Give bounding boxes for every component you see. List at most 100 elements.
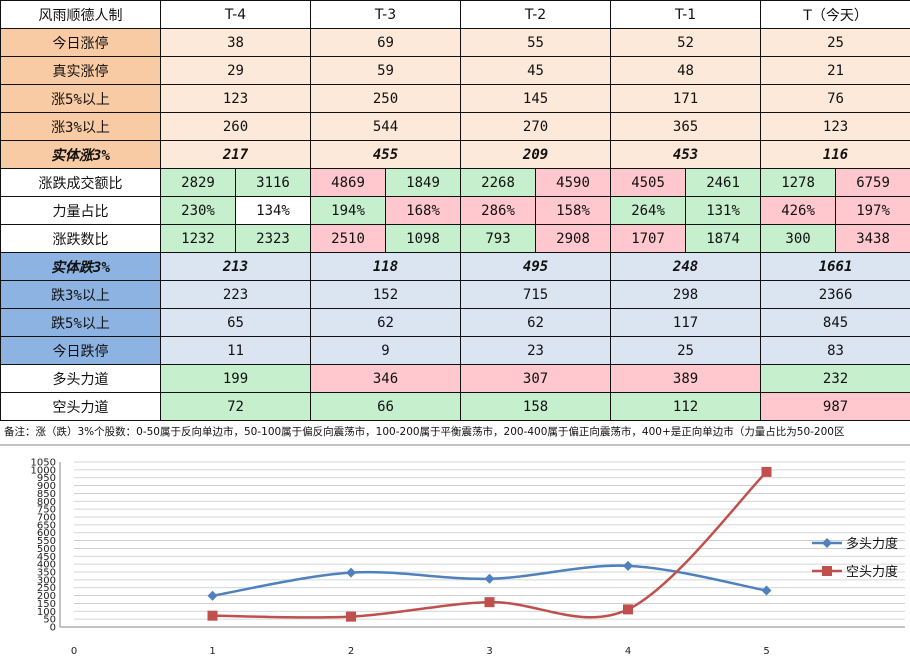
data-point [207, 590, 218, 601]
table-cell: 1874 [685, 224, 762, 253]
data-point [484, 597, 495, 608]
table-cell: 495 [460, 252, 612, 281]
y-tick-label: 250 [37, 583, 56, 594]
row-label: 今日涨停 [0, 28, 161, 57]
table-row: 力量占比 230% 134% 194% 168% 286% 158% 264% 131% 426%… [0, 196, 910, 225]
table-cell: 9 [310, 336, 462, 365]
table-row: 多头力道 199 346 307 389 232 [0, 364, 910, 393]
column-header: T-2 [460, 0, 612, 29]
y-tick-label: 950 [37, 473, 56, 484]
table-cell: 168% [385, 196, 462, 225]
table-cell: 270 [460, 112, 612, 141]
legend-marker [822, 538, 832, 548]
y-tick-label: 1050 [31, 458, 56, 469]
table-row: 涨跌数比 1232 2323 2510 1098 793 2908 1707 1874 300 34… [0, 224, 910, 253]
table-cell: 987 [760, 392, 910, 421]
table-row: 今日跌停 11 9 23 25 83 [0, 336, 910, 365]
y-tick-label: 1000 [31, 465, 56, 476]
table-cell: 2461 [685, 168, 762, 197]
y-tick-label: 500 [37, 544, 56, 555]
table-cell: 29 [159, 56, 312, 85]
table-row: 实体涨3% 217 455 209 453 116 [0, 140, 910, 169]
x-tick-label: 2 [348, 646, 354, 657]
table-cell: 197% [835, 196, 910, 225]
y-tick-label: 150 [37, 599, 56, 610]
y-tick-label: 350 [37, 568, 56, 579]
y-tick-label: 900 [37, 481, 56, 492]
table-cell: 213 [159, 252, 312, 281]
table-cell: 793 [460, 224, 537, 253]
table-cell: 171 [610, 84, 762, 113]
table-cell: 3438 [835, 224, 910, 253]
table-cell: 11 [159, 336, 312, 365]
table-cell: 123 [760, 112, 910, 141]
table-row: 跌3%以上 223 152 715 298 2366 [0, 280, 910, 309]
table-cell: 38 [159, 28, 312, 57]
column-header: T-1 [610, 0, 762, 29]
table-cell: 223 [159, 280, 312, 309]
table-row: 今日涨停 38 69 55 52 25 [0, 28, 910, 57]
table-cell: 217 [159, 140, 312, 169]
table-cell: 25 [610, 336, 762, 365]
y-tick-label: 800 [37, 497, 56, 508]
table-cell: 131% [685, 196, 762, 225]
table-cell: 1849 [385, 168, 462, 197]
y-tick-label: 750 [37, 505, 56, 516]
table-cell: 248 [610, 252, 762, 281]
table-cell: 426% [760, 196, 837, 225]
table-cell: 298 [610, 280, 762, 309]
table-cell: 845 [760, 308, 910, 337]
table-cell: 4505 [610, 168, 687, 197]
y-tick-label: 200 [37, 591, 56, 602]
row-label: 涨5%以上 [0, 84, 161, 113]
table-cell: 118 [310, 252, 462, 281]
table-cell: 112 [610, 392, 762, 421]
table-row: 跌5%以上 65 62 62 117 845 [0, 308, 910, 337]
table-cell: 2829 [160, 168, 236, 197]
table-cell: 365 [610, 112, 762, 141]
row-label: 跌3%以上 [0, 280, 161, 309]
note-text: 备注：涨（跌）3%个股数：0-50属于反向单边市，50-100属于偏反向震荡市，… [4, 426, 845, 438]
column-header: T（今天） [760, 0, 910, 29]
table-cell: 1098 [385, 224, 462, 253]
table-cell: 4590 [535, 168, 612, 197]
table-cell: 230% [160, 196, 236, 225]
table-cell: 117 [610, 308, 762, 337]
table-cell: 69 [310, 28, 462, 57]
table-row: 实体跌3% 213 118 495 248 1661 [0, 252, 910, 281]
column-header: T-4 [159, 0, 312, 29]
data-point [761, 585, 772, 596]
table-cell: 1232 [160, 224, 236, 253]
header-row: 风雨顺德人制 T-4 T-3 T-2 T-1 T（今天） [0, 0, 910, 29]
y-tick-label: 650 [37, 520, 56, 531]
data-point [623, 604, 633, 615]
row-label: 力量占比 [0, 196, 161, 225]
table-cell: 55 [460, 28, 612, 57]
row-label: 空头力道 [0, 392, 161, 421]
table-cell: 3116 [234, 168, 312, 197]
line-chart: 0501001502002503003504004505005506006507… [0, 444, 910, 657]
table-cell: 52 [610, 28, 762, 57]
row-label: 多头力道 [0, 364, 161, 393]
column-header: T-3 [310, 0, 462, 29]
table-cell: 66 [310, 392, 462, 421]
corner-title: 风雨顺德人制 [0, 0, 161, 29]
table-cell: 1661 [760, 252, 910, 281]
table-cell: 2268 [460, 168, 537, 197]
y-tick-label: 550 [37, 536, 56, 547]
x-tick-label: 3 [486, 646, 492, 657]
table-row: 涨3%以上 260 544 270 365 123 [0, 112, 910, 141]
table-cell: 59 [310, 56, 462, 85]
y-tick-label: 50 [43, 615, 56, 626]
legend-label: 多头力度 [846, 536, 898, 552]
x-tick-label: 4 [625, 646, 631, 657]
table-cell: 45 [460, 56, 612, 85]
table-cell: 199 [159, 364, 312, 393]
table-cell: 158% [535, 196, 612, 225]
legend-marker [822, 566, 832, 576]
legend-label: 空头力度 [846, 564, 898, 580]
data-table-container: 风雨顺德人制 T-4 T-3 T-2 T-1 T（今天） 今日涨停 38 69 55 52 25 真实涨… [0, 0, 910, 421]
table-cell: 286% [460, 196, 537, 225]
table-cell: 209 [460, 140, 612, 169]
table-cell: 134% [234, 196, 312, 225]
